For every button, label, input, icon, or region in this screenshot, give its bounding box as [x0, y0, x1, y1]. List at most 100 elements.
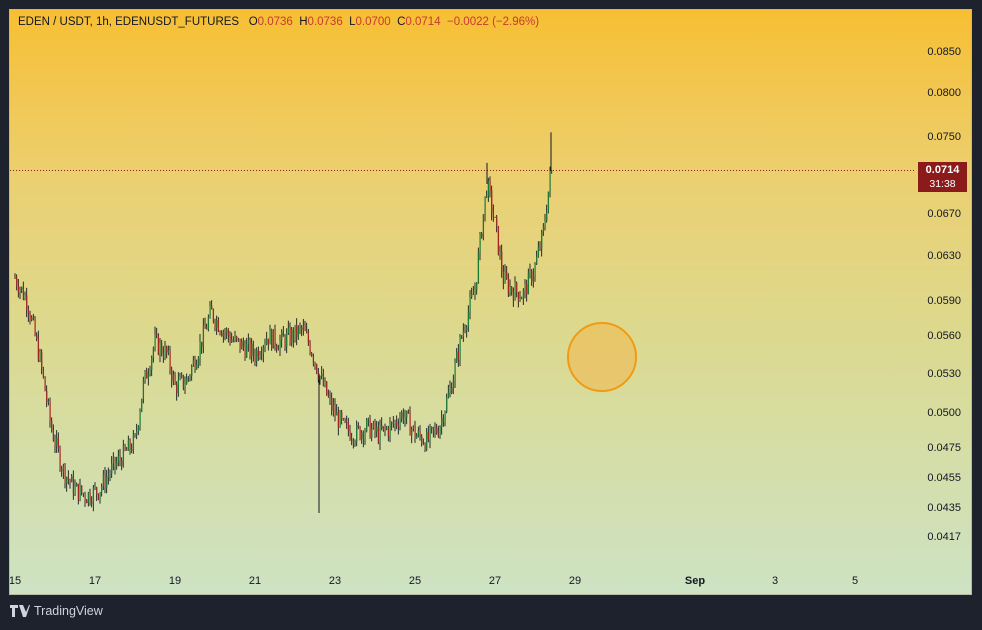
candle-body	[331, 397, 333, 411]
candle-body	[239, 338, 241, 350]
candle-body	[162, 353, 165, 358]
candle-body	[334, 405, 336, 416]
candle-body	[189, 375, 191, 378]
candle-body	[236, 336, 238, 339]
candle-body	[304, 325, 306, 331]
candle-body	[409, 412, 411, 436]
candle-body	[267, 338, 270, 345]
candle-body	[461, 336, 463, 338]
candle-body	[347, 422, 350, 431]
candle-body	[136, 431, 138, 435]
candle-body	[371, 428, 373, 438]
candle-body	[337, 412, 340, 428]
candle-body	[532, 275, 535, 282]
candle-body	[246, 344, 248, 358]
candle-body	[34, 318, 36, 336]
candle-body	[52, 430, 55, 441]
candle-body	[132, 434, 135, 451]
candle-body	[472, 293, 475, 295]
candle-body	[71, 476, 73, 483]
candle-body	[199, 341, 201, 359]
candle-body	[54, 440, 56, 446]
candle-body	[57, 437, 60, 449]
candle-body	[84, 494, 86, 501]
candle-body	[112, 457, 115, 464]
bar-countdown: 31:38	[929, 178, 956, 191]
candle-body	[379, 424, 381, 443]
candle-body	[497, 226, 500, 255]
candle-body	[256, 350, 258, 362]
candle-body	[61, 468, 63, 472]
candle-body	[362, 432, 365, 440]
candle-body	[142, 380, 145, 399]
candle-body	[172, 374, 175, 381]
candle-body	[421, 436, 423, 444]
candle-body	[312, 355, 315, 363]
candle-body	[399, 418, 401, 427]
candle-body	[439, 426, 441, 437]
candle-body	[366, 419, 368, 432]
candle-body	[466, 327, 468, 331]
candle-body	[357, 424, 360, 427]
candle-body	[187, 377, 190, 379]
candle-body	[129, 439, 131, 450]
candle-body	[531, 271, 533, 282]
drawing-circle-marker[interactable]	[567, 322, 637, 392]
candle-body	[109, 473, 111, 476]
footer-branding[interactable]: TradingView	[10, 604, 103, 618]
candle-body	[364, 431, 366, 440]
candle-body	[156, 334, 158, 336]
candle-body	[436, 428, 438, 433]
y-tick-label: 0.0530	[927, 367, 961, 380]
candle-body	[402, 412, 405, 421]
candle-body	[551, 170, 553, 172]
y-tick-label: 0.0475	[927, 442, 961, 455]
candle-body	[384, 426, 386, 429]
candle-body	[169, 350, 171, 370]
candle-body	[336, 412, 338, 416]
candle-body	[149, 370, 151, 375]
candle-body	[81, 485, 83, 494]
candle-body	[339, 412, 341, 428]
price-chart[interactable]	[10, 10, 972, 595]
candle-body	[376, 427, 378, 432]
chart-frame[interactable]: EDEN / USDT, 1h, EDENUSDT_FUTURES O0.073…	[9, 9, 972, 595]
candle-body	[42, 367, 45, 377]
candle-body	[241, 341, 243, 350]
candle-body	[99, 492, 101, 499]
x-tick-label: 15	[9, 575, 22, 587]
candle-body	[211, 306, 213, 310]
candle-body	[354, 441, 356, 444]
candle-body	[486, 196, 488, 198]
candle-body	[237, 338, 240, 340]
candle-body	[286, 333, 288, 347]
candle-body	[544, 220, 546, 227]
candle-body	[442, 417, 445, 423]
candle-body	[401, 412, 403, 419]
candle-body	[387, 428, 390, 437]
candle-body	[301, 327, 303, 330]
candle-body	[186, 377, 188, 385]
candle-body	[361, 432, 363, 439]
candle-body	[521, 298, 523, 300]
candle-body	[482, 214, 485, 238]
candle-body	[194, 359, 196, 370]
tradingview-logo-icon	[10, 605, 30, 617]
candle-body	[507, 278, 510, 293]
candle-body	[367, 418, 370, 420]
candle-body	[244, 346, 246, 358]
candle-body	[139, 411, 141, 427]
candle-body	[182, 375, 185, 388]
candle-body	[431, 427, 433, 429]
candle-body	[22, 287, 25, 299]
candle-body	[51, 420, 53, 431]
candle-body	[549, 171, 551, 192]
candle-body	[89, 492, 91, 503]
candle-body	[116, 462, 118, 467]
candle-body	[381, 424, 383, 429]
candle-body	[342, 418, 345, 420]
candle-body	[476, 282, 478, 290]
candle-body	[214, 320, 216, 328]
candle-body	[287, 327, 290, 334]
y-tick-label: 0.0850	[927, 45, 961, 58]
